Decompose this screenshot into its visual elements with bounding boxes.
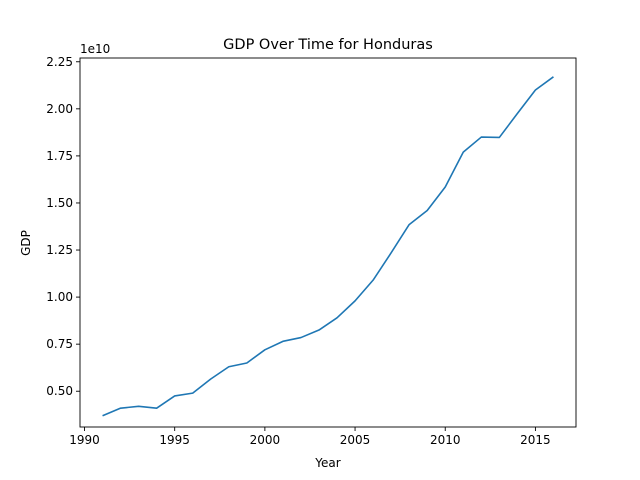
y-tick-label: 0.75 bbox=[46, 337, 73, 351]
gdp-series-line bbox=[102, 76, 554, 417]
y-tick-label: 1.50 bbox=[46, 196, 73, 210]
x-tick-label: 1990 bbox=[69, 433, 100, 447]
x-tick-label: 2015 bbox=[520, 433, 551, 447]
y-tick-label: 2.25 bbox=[46, 55, 73, 69]
y-axis-label: GDP bbox=[19, 230, 33, 256]
x-tick-label: 2010 bbox=[430, 433, 461, 447]
y-tick-label: 1.75 bbox=[46, 149, 73, 163]
x-tick-label: 2000 bbox=[250, 433, 281, 447]
y-axis-offset-label: 1e10 bbox=[80, 42, 110, 56]
y-tick-label: 1.25 bbox=[46, 243, 73, 257]
x-tick-label: 2005 bbox=[340, 433, 371, 447]
y-tick-label: 0.50 bbox=[46, 384, 73, 398]
x-tick-label: 1995 bbox=[159, 433, 190, 447]
plot-area: 1990 1995 2000 2005 2010 2015 0.50 0.75 1.00 1.25… bbox=[46, 55, 577, 447]
chart-title: GDP Over Time for Honduras bbox=[223, 37, 433, 53]
x-axis-label: Year bbox=[314, 456, 340, 470]
y-tick-label: 1.00 bbox=[46, 290, 73, 304]
axes-frame bbox=[79, 57, 577, 428]
y-tick-label: 2.00 bbox=[46, 102, 73, 116]
